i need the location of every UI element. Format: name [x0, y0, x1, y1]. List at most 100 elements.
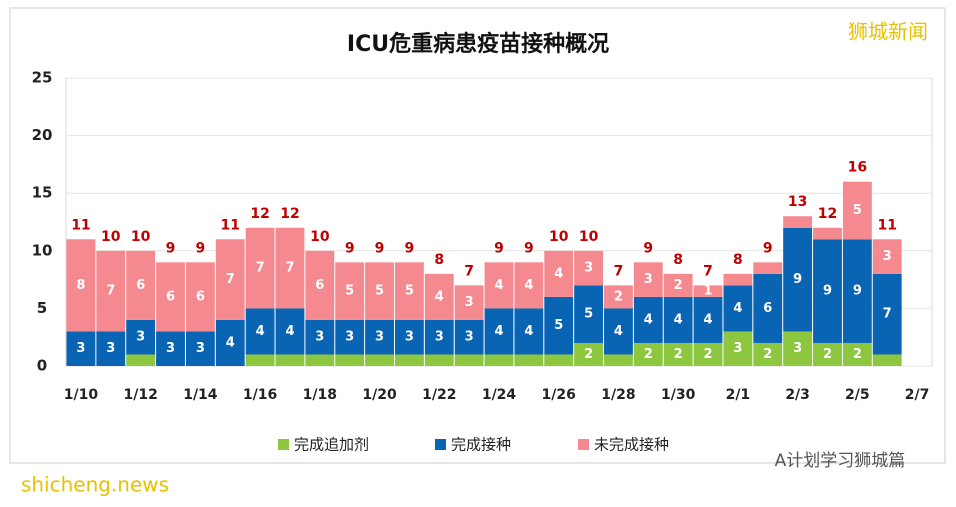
bar-segment	[723, 285, 753, 332]
value-label: 4	[435, 289, 444, 304]
bar-segment	[245, 308, 275, 355]
total-label: 9	[524, 240, 534, 256]
bar-segment	[604, 354, 633, 366]
bar-segment	[872, 239, 902, 274]
value-label: 3	[76, 341, 85, 356]
value-label: 7	[883, 307, 892, 322]
value-label: 5	[375, 284, 384, 299]
total-label: 9	[166, 240, 176, 256]
total-label: 8	[434, 252, 444, 268]
bar-segment	[245, 354, 275, 366]
x-tick-label: 1/20	[362, 387, 397, 403]
bar-segment	[633, 262, 663, 297]
bar-segment	[693, 342, 723, 366]
bar-segment	[245, 227, 275, 309]
value-label: 4	[256, 324, 265, 339]
total-label: 9	[375, 240, 385, 256]
x-tick-label: 1/12	[123, 387, 157, 403]
bar-segment	[514, 308, 544, 355]
bar-segment	[365, 319, 394, 355]
bar-segment	[753, 273, 783, 343]
value-label: 3	[644, 272, 653, 287]
value-label: 5	[345, 284, 354, 299]
total-label: 10	[310, 229, 330, 245]
value-label: 6	[166, 289, 175, 304]
bar-segment	[663, 273, 693, 297]
bar-segment	[424, 273, 454, 320]
bar-segment	[663, 296, 693, 343]
bar-segment	[693, 285, 723, 297]
bar-segment	[66, 239, 96, 332]
total-label: 11	[71, 217, 90, 233]
bar-segment	[544, 296, 574, 355]
x-tick-label: 2/5	[845, 387, 870, 403]
total-label: 10	[579, 229, 599, 245]
value-label: 4	[524, 278, 533, 293]
bar-segment	[723, 331, 753, 366]
y-tick-label: 20	[32, 126, 53, 144]
value-label: 3	[465, 295, 474, 310]
value-label: 3	[793, 341, 802, 356]
bar-segment	[335, 354, 365, 366]
total-label: 16	[848, 160, 867, 176]
bar-segment	[215, 239, 245, 320]
total-label: 8	[673, 252, 683, 268]
value-label: 4	[674, 312, 683, 327]
bar-segment	[96, 331, 126, 366]
total-label: 9	[763, 240, 773, 256]
total-label: 7	[464, 263, 474, 279]
x-tick-label: 2/3	[785, 387, 810, 403]
bar-segment	[394, 262, 424, 320]
bar-segment	[305, 250, 335, 320]
bar-segment	[454, 285, 484, 320]
x-tick-label: 1/22	[422, 387, 456, 403]
bar-segment	[305, 354, 335, 366]
legend-swatch	[578, 439, 589, 450]
value-label: 2	[614, 289, 623, 304]
bar-segment	[275, 227, 305, 309]
bar-segment	[156, 331, 185, 366]
total-label: 13	[788, 194, 807, 210]
bar-segment	[484, 262, 514, 309]
x-tick-label: 1/16	[243, 387, 277, 403]
total-label: 9	[494, 240, 504, 256]
value-label: 6	[315, 278, 324, 293]
legend-swatch	[435, 439, 446, 450]
total-label: 7	[614, 263, 624, 279]
total-label: 7	[703, 263, 713, 279]
total-label: 11	[220, 217, 239, 233]
bar-segment	[335, 319, 365, 355]
value-label: 9	[793, 272, 802, 287]
total-label: 9	[405, 240, 415, 256]
bar-segment	[723, 273, 753, 286]
bar-segment	[66, 331, 96, 366]
total-label: 9	[196, 240, 206, 256]
bar-segment	[842, 342, 872, 366]
value-label: 3	[345, 330, 354, 345]
bar-segment	[783, 331, 813, 366]
total-label: 10	[101, 229, 121, 245]
watermark: shicheng.news	[21, 473, 169, 497]
bar-segment	[275, 354, 305, 366]
bar-segment	[335, 262, 365, 320]
value-label: 3	[733, 341, 742, 356]
value-label: 9	[853, 284, 862, 299]
value-label: 2	[674, 347, 683, 362]
bar-segment	[693, 296, 723, 343]
chart-title: ICU危重病患疫苗接种概况	[347, 31, 609, 57]
bar-segment	[454, 319, 484, 355]
x-tick-label: 1/18	[303, 387, 337, 403]
total-label: 10	[549, 229, 569, 245]
value-label: 6	[196, 289, 205, 304]
bar-segment	[484, 354, 514, 366]
value-label: 4	[704, 312, 713, 327]
value-label: 7	[106, 284, 115, 299]
x-tick-label: 1/24	[482, 387, 517, 403]
value-label: 4	[554, 266, 563, 281]
legend-swatch	[278, 439, 289, 450]
value-label: 2	[823, 347, 832, 362]
x-tick-label: 1/10	[64, 387, 99, 403]
legend-label: 完成追加剂	[294, 436, 369, 454]
value-label: 6	[763, 301, 772, 316]
